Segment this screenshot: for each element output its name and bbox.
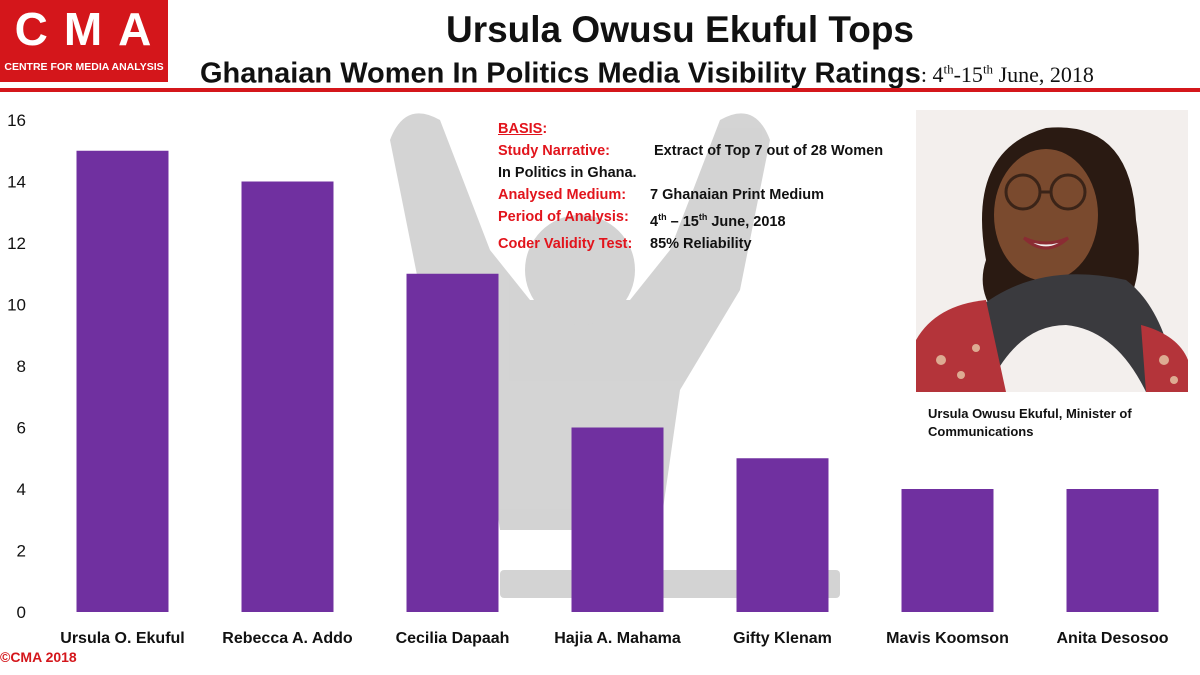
y-tick-label: 12 xyxy=(7,234,26,253)
validity-label: Coder Validity Test: xyxy=(498,235,633,252)
basis-heading-row: BASIS: xyxy=(498,121,548,137)
logo-letters: CMA xyxy=(14,3,168,55)
medium-label: Analysed Medium: xyxy=(498,187,627,203)
validity-row: Coder Validity Test: 85% Reliability xyxy=(498,233,918,255)
bar xyxy=(736,458,829,612)
bars xyxy=(76,150,1159,612)
chart-subtitle-line: Ghanaian Women In Politics Media Visibil… xyxy=(200,52,1180,93)
chart-date-range: : 4th-15th June, 2018 xyxy=(920,62,1094,88)
x-category-label: Gifty Klenam xyxy=(733,630,832,647)
chart-title: Ursula Owusu Ekuful Tops xyxy=(445,9,915,50)
logo-tagline: CENTRE FOR MEDIA ANALYSIS xyxy=(4,61,164,73)
medium-row: Analysed Medium: 7 Ghanaian Print Medium xyxy=(498,184,918,206)
bar xyxy=(571,427,664,612)
study-narrative-continued: In Politics in Ghana. xyxy=(498,165,637,181)
bar xyxy=(76,150,169,612)
portrait-photo xyxy=(916,110,1188,392)
copyright: ©CMA 2018 xyxy=(0,649,77,665)
study-narrative-label: Study Narrative: xyxy=(498,143,611,159)
bar xyxy=(241,181,334,612)
y-tick-label: 0 xyxy=(17,603,26,622)
x-category-label: Anita Desosoo xyxy=(1056,630,1168,647)
bar xyxy=(1066,489,1159,612)
x-category-label: Hajia A. Mahama xyxy=(554,630,681,647)
basis-panel: BASIS: Study Narrative: Extract of Top 7… xyxy=(498,118,918,255)
cma-logo: CMA CENTRE FOR MEDIA ANALYSIS xyxy=(0,0,168,82)
portrait-illustration xyxy=(916,110,1188,392)
y-tick-label: 10 xyxy=(7,296,26,315)
x-category-label: Cecilia Dapaah xyxy=(396,630,510,647)
period-value: 4th – 15th June, 2018 xyxy=(650,212,786,230)
y-tick-label: 16 xyxy=(7,111,26,130)
validity-value: 85% Reliability xyxy=(650,235,752,252)
x-axis-labels: Ursula O. Ekuful Rebecca A. Addo Cecilia D… xyxy=(60,630,1168,647)
period-label: Period of Analysis: xyxy=(498,209,629,225)
study-narrative-value: Extract of Top 7 out of 28 Women xyxy=(654,143,884,159)
study-narrative-row: Study Narrative: Extract of Top 7 out of… xyxy=(498,140,918,162)
y-tick-label: 2 xyxy=(17,542,26,561)
y-tick-label: 6 xyxy=(17,419,26,438)
period-row: Period of Analysis: 4th – 15th June, 201… xyxy=(498,206,918,233)
x-category-label: Rebecca A. Addo xyxy=(222,630,353,647)
y-tick-label: 14 xyxy=(7,173,26,192)
bar xyxy=(406,273,499,612)
x-category-label: Ursula O. Ekuful xyxy=(60,630,184,647)
medium-value: 7 Ghanaian Print Medium xyxy=(650,187,825,203)
y-axis-ticks: 0 2 4 6 8 10 12 14 16 xyxy=(7,111,26,622)
basis-heading: BASIS xyxy=(498,121,543,137)
y-tick-label: 8 xyxy=(17,357,26,376)
photo-caption: Ursula Owusu Ekuful, Minister of Communi… xyxy=(928,406,1132,439)
header-divider xyxy=(0,88,1200,92)
y-tick-label: 4 xyxy=(17,480,26,499)
x-category-label: Mavis Koomson xyxy=(886,630,1009,647)
chart-subtitle: Ghanaian Women In Politics Media Visibil… xyxy=(200,57,921,90)
bar xyxy=(901,489,994,612)
